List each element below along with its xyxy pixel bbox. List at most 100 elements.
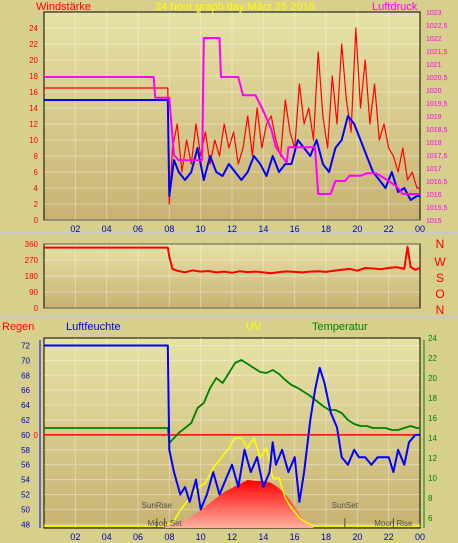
wind-tick-label: 18 xyxy=(29,72,38,81)
wind-tick-label: 6 xyxy=(34,168,39,177)
solar-radiation-area xyxy=(163,480,314,528)
pressure-tick-label: 1015 xyxy=(426,218,442,225)
time-tick-label: 00 xyxy=(415,224,425,234)
time-tick-label: 14 xyxy=(258,532,268,542)
temperature-tick-label: 12 xyxy=(428,454,437,463)
humidity-axis: 48 50 52 54 56 58 60 62 64 66 68 70 72 xyxy=(21,341,30,529)
direction-tick-label: 90 xyxy=(29,288,38,297)
wind-direction-plot-area xyxy=(43,243,421,309)
event-label: Moon Set xyxy=(148,519,183,528)
wind-tick-label: 12 xyxy=(29,120,38,129)
event-label: Moon Rise xyxy=(374,519,413,528)
wind-tick-label: 8 xyxy=(34,152,39,161)
time-tick-label: 10 xyxy=(196,224,206,234)
temperature-axis: 6 8 10 12 14 16 18 20 22 24 xyxy=(428,334,437,523)
humidity-tick-label: 60 xyxy=(21,431,30,440)
temperature-tick-label: 20 xyxy=(428,374,437,383)
time-tick-label: 16 xyxy=(290,532,300,542)
pressure-tick-label: 1016,5 xyxy=(426,179,448,186)
compass-n-bottom: N xyxy=(436,303,445,317)
chart-title: 24 hour graph day März 25 2015 xyxy=(155,1,315,13)
wind-tick-label: 22 xyxy=(29,40,38,49)
wind-tick-label: 24 xyxy=(29,24,38,33)
time-tick-label: 20 xyxy=(352,224,362,234)
wind-axis-title: Windstärke xyxy=(36,1,91,13)
humidity-tick-label: 62 xyxy=(21,416,30,425)
humidity-tick-label: 56 xyxy=(21,461,30,470)
pressure-tick-label: 1020,5 xyxy=(426,75,448,82)
pressure-tick-label: 1020 xyxy=(426,88,442,95)
time-tick-label: 12 xyxy=(227,532,237,542)
direction-tick-label: 360 xyxy=(25,240,39,249)
direction-tick-label: 0 xyxy=(34,304,39,313)
rain-label: Regen xyxy=(2,321,34,333)
humidity-tick-label: 70 xyxy=(21,356,30,365)
compass-s: S xyxy=(436,271,444,285)
temperature-tick-label: 10 xyxy=(428,474,437,483)
compass-labels: N W S O N xyxy=(434,237,446,317)
temperature-tick-label: 18 xyxy=(428,394,437,403)
pressure-axis-title: Luftdruck xyxy=(372,1,418,13)
time-tick-label: 02 xyxy=(70,532,80,542)
humidity-tick-label: 58 xyxy=(21,446,30,455)
time-tick-label: 04 xyxy=(102,532,112,542)
time-tick-label: 12 xyxy=(227,224,237,234)
wind-tick-label: 16 xyxy=(29,88,38,97)
pressure-tick-label: 1015,5 xyxy=(426,205,448,212)
temperature-tick-label: 22 xyxy=(428,354,437,363)
time-tick-label: 00 xyxy=(415,532,425,542)
time-tick-label: 02 xyxy=(70,224,80,234)
pressure-tick-label: 1019 xyxy=(426,114,442,121)
time-tick-label: 06 xyxy=(133,532,143,542)
pressure-tick-label: 1022,5 xyxy=(426,23,448,30)
time-tick-label: 06 xyxy=(133,224,143,234)
wind-tick-label: 4 xyxy=(34,184,39,193)
time-tick-label: 18 xyxy=(321,532,331,542)
humidity-tick-label: 48 xyxy=(21,520,30,529)
pressure-tick-label: 1018 xyxy=(426,140,442,147)
wind-tick-label: 10 xyxy=(29,136,38,145)
event-label: SunSet xyxy=(332,501,359,510)
temperature-tick-label: 14 xyxy=(428,434,437,443)
temperature-tick-label: 6 xyxy=(428,514,433,523)
wind-tick-label: 20 xyxy=(29,56,38,65)
humidity-label: Luftfeuchte xyxy=(66,321,120,333)
humidity-tick-label: 66 xyxy=(21,386,30,395)
wind-series xyxy=(44,99,420,201)
time-tick-label: 16 xyxy=(290,224,300,234)
uv-label: UV xyxy=(246,321,262,333)
time-axis-1: 02 04 06 08 10 12 14 16 18 20 22 00 xyxy=(70,224,425,234)
wind-direction-series xyxy=(44,245,421,275)
humidity-tick-label: 54 xyxy=(21,476,30,485)
time-tick-label: 14 xyxy=(258,224,268,234)
time-axis-3: 02 04 06 08 10 12 14 16 18 20 22 00 xyxy=(70,532,425,542)
direction-axis: 0 90 180 270 360 xyxy=(25,240,39,313)
pressure-tick-label: 1021 xyxy=(426,62,442,69)
rain-zero-label: 0 xyxy=(34,431,39,440)
time-tick-label: 08 xyxy=(164,224,174,234)
wind-tick-label: 0 xyxy=(34,216,39,225)
direction-tick-label: 180 xyxy=(25,272,39,281)
temperature-tick-label: 8 xyxy=(428,494,433,503)
time-tick-label: 18 xyxy=(321,224,331,234)
pressure-tick-label: 1018,5 xyxy=(426,127,448,134)
pressure-axis: 1015 1015,5 1016 1016,5 1017 1017,5 1018 1018,5… xyxy=(426,10,448,225)
compass-n-top: N xyxy=(436,237,445,251)
pressure-tick-label: 1019,5 xyxy=(426,101,448,108)
temperature-series xyxy=(44,359,420,444)
pressure-tick-label: 1016 xyxy=(426,192,442,199)
humidity-tick-label: 64 xyxy=(21,401,30,410)
time-tick-label: 22 xyxy=(384,224,394,234)
pressure-series xyxy=(44,37,420,195)
pressure-tick-label: 1023 xyxy=(426,10,442,17)
compass-w: W xyxy=(434,255,446,269)
humidity-tick-label: 52 xyxy=(21,490,30,499)
wind-tick-label: 2 xyxy=(34,200,39,209)
humidity-tick-label: 72 xyxy=(21,341,30,350)
time-tick-label: 10 xyxy=(196,532,206,542)
time-tick-label: 22 xyxy=(384,532,394,542)
time-tick-label: 20 xyxy=(352,532,362,542)
